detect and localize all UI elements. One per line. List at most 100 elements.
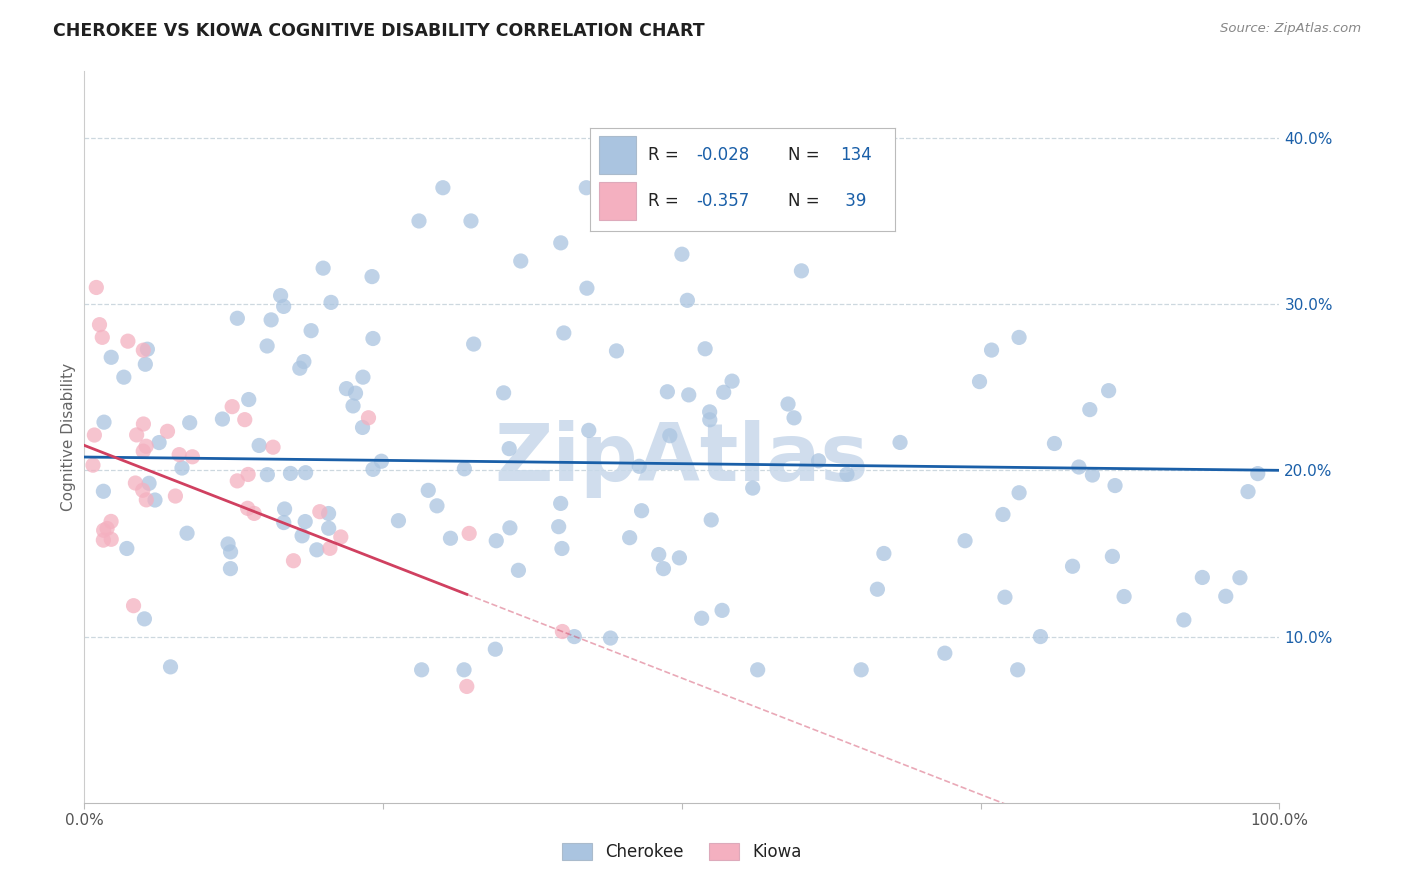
Point [288,361,311,376]
Point [312,261,335,276]
Point [96,521,118,535]
Point [578,423,600,437]
Point [1029,630,1052,644]
Point [226,311,249,326]
Point [1229,571,1251,585]
Point [1101,549,1123,564]
Point [658,428,681,442]
Point [292,354,315,368]
Point [132,444,155,458]
Point [318,507,340,521]
Point [219,561,242,575]
Point [1081,468,1104,483]
Text: CHEROKEE VS KIOWA COGNITIVE DISABILITY CORRELATION CHART: CHEROKEE VS KIOWA COGNITIVE DISABILITY C… [53,22,704,40]
Text: -0.028: -0.028 [696,146,749,164]
Point [575,281,598,295]
Point [980,343,1002,357]
Text: 39: 39 [839,193,866,211]
Point [426,499,449,513]
Point [630,504,652,518]
Point [1215,589,1237,603]
Point [181,450,204,464]
Point [294,515,316,529]
Point [713,385,735,400]
Text: Source: ZipAtlas.com: Source: ZipAtlas.com [1220,22,1361,36]
Point [93,415,115,429]
Point [695,342,717,356]
Point [344,386,367,401]
Point [243,507,266,521]
Point [1114,590,1136,604]
Point [551,541,574,556]
Point [711,603,734,617]
Point [226,474,249,488]
Point [135,492,157,507]
Point [408,214,430,228]
Point [294,466,316,480]
Point [93,524,115,538]
Point [1043,436,1066,450]
Point [132,417,155,431]
Point [352,420,374,434]
Point [1007,663,1029,677]
Point [82,458,104,472]
Point [219,545,242,559]
Point [790,264,813,278]
Point [439,531,461,545]
Point [122,599,145,613]
Point [575,180,598,194]
Point [628,459,651,474]
Point [357,410,380,425]
Point [262,440,284,454]
Point [668,550,690,565]
Point [1062,559,1084,574]
Point [132,483,155,498]
Point [550,235,572,250]
Point [319,295,342,310]
Point [1173,613,1195,627]
Point [91,330,114,344]
Point [1078,402,1101,417]
Point [499,521,522,535]
Legend: Cherokee, Kiowa: Cherokee, Kiowa [555,836,808,868]
Point [835,467,858,482]
Point [807,454,830,468]
Point [456,680,478,694]
Point [1191,570,1213,584]
Point [236,467,259,482]
Point [132,343,155,358]
Point [783,410,806,425]
Point [361,331,384,345]
Point [291,529,314,543]
Point [463,337,485,351]
Point [509,254,531,268]
Point [551,624,574,639]
Point [165,489,187,503]
Point [217,537,239,551]
Point [167,448,190,462]
Point [657,384,679,399]
Point [605,343,627,358]
Point [308,505,330,519]
Point [136,343,159,357]
Point [485,533,508,548]
Point [690,611,713,625]
Point [484,642,506,657]
Point [866,582,889,597]
Point [699,405,721,419]
Point [699,413,721,427]
Point [156,425,179,439]
Point [125,428,148,442]
Point [238,392,260,407]
Point [553,326,575,340]
Point [342,399,364,413]
Point [319,541,342,556]
Point [741,481,763,495]
Point [1008,330,1031,344]
Text: -0.357: -0.357 [696,193,749,211]
Point [648,548,671,562]
Point [1104,478,1126,492]
Point [721,374,744,388]
Point [256,467,278,482]
Point [93,484,115,499]
